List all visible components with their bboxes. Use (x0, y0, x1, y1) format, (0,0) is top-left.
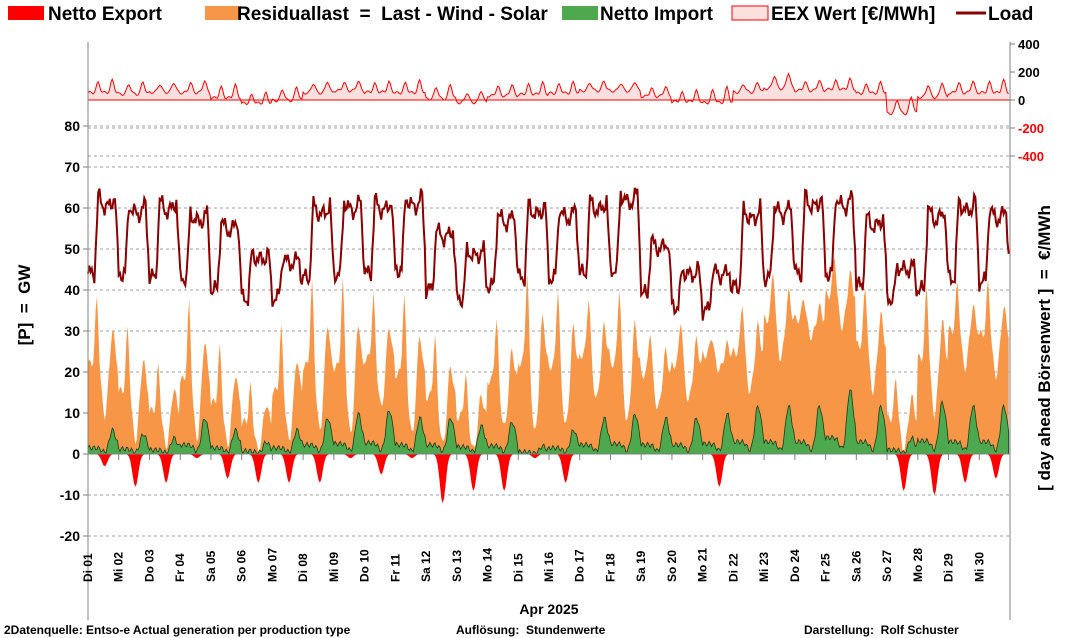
x-tick-label: Di 22 (726, 553, 740, 582)
x-tick-label: Mo 28 (911, 548, 925, 582)
footer-source: 2Datenquelle: Entso-e Actual generation … (4, 623, 351, 637)
legend-label-load: Load (988, 4, 1033, 25)
legend-label-netto-import: Netto Import (600, 4, 714, 25)
x-tick-label: Di 15 (511, 553, 525, 582)
load-line (87, 187, 1010, 321)
x-tick-label: Sa 12 (419, 550, 433, 582)
y-left-tick-label: 0 (72, 446, 80, 462)
legend-label-residuallast: Residuallast = Last - Wind - Solar (237, 4, 548, 25)
x-tick-label: Sa 19 (634, 550, 648, 582)
y-left-ticks: -20 -10 0 10 20 30 40 50 60 70 80 (60, 118, 88, 544)
x-axis-month-label: Apr 2025 (519, 601, 578, 617)
x-tick-label: Di 29 (942, 553, 956, 582)
y-left-tick-label: -10 (60, 487, 80, 503)
x-tick-label: Do 10 (358, 549, 372, 582)
x-tick-label: Sa 05 (204, 550, 218, 582)
legend: Netto Export Residuallast = Last - Wind … (8, 4, 1033, 25)
x-tick-label: Mi 02 (112, 552, 126, 582)
x-tick-label: Mi 23 (757, 552, 771, 582)
x-tick-label: Fr 25 (819, 553, 833, 582)
eex-line (87, 72, 1009, 116)
x-tick-label: Mo 14 (481, 548, 495, 582)
legend-swatch-eex (731, 5, 769, 21)
x-tick-label: Mo 07 (265, 548, 279, 582)
y-right-tick-label: -400 (1018, 149, 1044, 164)
y-right-ticks: 400 200 0 -200 -400 (1010, 37, 1044, 164)
x-tick-label: Do 24 (788, 549, 802, 582)
x-ticks: Di 01 Mi 02 Do 03 Fr 04 Sa 05 So 06 Mo 07 Di 08… (81, 454, 986, 582)
x-tick-label: Mi 16 (542, 552, 556, 582)
y-left-tick-label: 60 (64, 200, 80, 216)
x-tick-label: Fr 11 (388, 554, 402, 582)
x-tick-label: Mi 09 (327, 552, 341, 582)
y-right-tick-label: -200 (1018, 121, 1044, 136)
y-right-axis-label: [ day ahead Börsenwert ] = €/MWh (1035, 205, 1054, 491)
x-tick-label: Di 01 (81, 553, 95, 582)
y-right-tick-label: 400 (1018, 37, 1040, 52)
y-right-tick-label: 0 (1018, 93, 1025, 108)
y-left-tick-label: 40 (64, 282, 80, 298)
footer-resolution: Auflösung: Stundenwerte (456, 623, 606, 637)
x-tick-label: So 27 (880, 550, 894, 582)
y-left-tick-label: 80 (64, 118, 80, 134)
y-left-tick-label: 20 (64, 364, 80, 380)
y-left-tick-label: 10 (64, 405, 80, 421)
legend-swatch-netto-import (562, 6, 598, 20)
y-left-tick-label: 30 (64, 323, 80, 339)
y-left-axis-label: [P] = GW (15, 264, 34, 346)
x-tick-label: So 20 (665, 550, 679, 582)
right-axis-gridlines (88, 127, 1010, 157)
x-tick-label: Di 08 (296, 553, 310, 582)
legend-swatch-residuallast (205, 6, 241, 20)
legend-label-eex: EEX Wert [€/MWh] (771, 4, 935, 25)
x-tick-label: Do 03 (142, 549, 156, 582)
y-left-tick-label: 70 (64, 159, 80, 175)
legend-label-netto-export: Netto Export (48, 4, 163, 25)
x-tick-label: Mi 30 (972, 552, 986, 582)
legend-swatch-netto-export (8, 6, 44, 20)
y-left-tick-label: 50 (64, 241, 80, 257)
netto-export-area (88, 454, 1009, 504)
residuallast-area (88, 257, 1009, 454)
x-tick-label: So 13 (450, 550, 464, 582)
x-tick-label: Do 17 (573, 549, 587, 582)
x-tick-label: So 06 (235, 550, 249, 582)
y-left-tick-label: -20 (60, 528, 80, 544)
x-tick-label: Sa 26 (849, 550, 863, 582)
footer-author: Darstellung: Rolf Schuster (804, 623, 959, 637)
x-tick-label: Mo 21 (696, 548, 710, 582)
x-tick-label: Fr 04 (173, 553, 187, 582)
y-right-tick-label: 200 (1018, 65, 1040, 80)
x-tick-label: Fr 18 (603, 553, 617, 582)
netto-import-area (87, 389, 1010, 455)
